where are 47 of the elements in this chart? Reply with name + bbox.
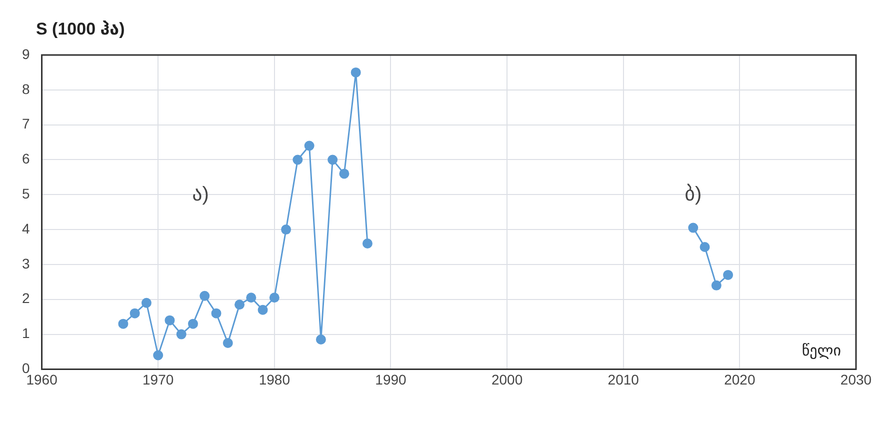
x-tick-label: 1990 (375, 371, 407, 388)
y-tick-label: 2 (22, 290, 30, 306)
x-tick-label: 1970 (142, 371, 174, 388)
y-tick-label: 3 (22, 255, 30, 272)
point (141, 298, 152, 308)
point (688, 222, 698, 233)
point (176, 329, 186, 340)
point (328, 154, 338, 165)
point (130, 308, 140, 318)
point (188, 318, 198, 329)
point (222, 338, 233, 348)
y-axis-title: S (1000 ჰა) (36, 20, 125, 39)
y-tick-label: 1 (22, 325, 30, 342)
point (304, 140, 314, 151)
y-tick-label: 8 (22, 80, 30, 97)
y-tick-label: 6 (22, 150, 30, 167)
point (153, 350, 164, 360)
point (118, 318, 128, 329)
x-tick-label: 2000 (491, 371, 523, 388)
y-tick-label: 5 (22, 186, 30, 202)
y-tick-label: 4 (22, 220, 30, 236)
x-axis-title: წელი (802, 342, 842, 360)
y-tick-label: 0 (22, 360, 30, 376)
point (200, 290, 210, 301)
y-tick-label: 7 (22, 116, 30, 132)
annotation: ა) (192, 183, 209, 206)
point (316, 334, 326, 345)
point (700, 242, 710, 252)
x-tick-label: 1980 (258, 371, 290, 388)
x-tick-label: 2030 (840, 371, 872, 388)
point (258, 304, 268, 315)
x-tick-label: 2020 (724, 371, 756, 388)
point (362, 238, 372, 249)
point (350, 67, 361, 78)
point (246, 292, 256, 303)
point (164, 315, 175, 326)
annotation: ბ) (684, 183, 702, 206)
point (269, 292, 280, 303)
point (281, 224, 292, 235)
point (723, 270, 734, 280)
point (234, 300, 245, 310)
point (292, 154, 303, 165)
point (339, 168, 350, 179)
y-tick-label: 9 (22, 46, 30, 62)
point (711, 280, 722, 290)
point (211, 308, 222, 318)
x-tick-label: 2010 (608, 371, 640, 388)
